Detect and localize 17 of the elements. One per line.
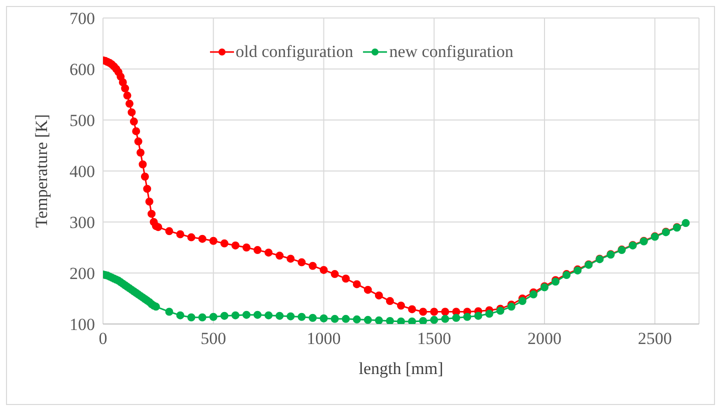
y-tick-label: 300	[70, 213, 95, 232]
x-tick-label: 2000	[527, 329, 562, 348]
x-tick-label: 500	[200, 329, 226, 348]
y-tick-label: 200	[70, 264, 95, 284]
x-tick-label: 1500	[417, 329, 452, 348]
legend-label: old configuration	[234, 42, 354, 62]
x-tick-label: 1000	[306, 329, 341, 348]
y-tick-label: 100	[70, 315, 95, 334]
y-tick-label: 700	[70, 9, 95, 28]
x-tick-label: 0	[98, 329, 108, 348]
x-axis-title: length [mm]	[358, 359, 444, 378]
x-tick-label: 2500	[638, 329, 672, 348]
y-tick-label: 400	[70, 162, 95, 182]
y-axis-title: Temperature [K]	[32, 114, 52, 228]
y-tick-label: 500	[70, 111, 95, 130]
y-tick-label: 600	[70, 60, 95, 80]
legend-label: new configuration	[388, 42, 514, 62]
